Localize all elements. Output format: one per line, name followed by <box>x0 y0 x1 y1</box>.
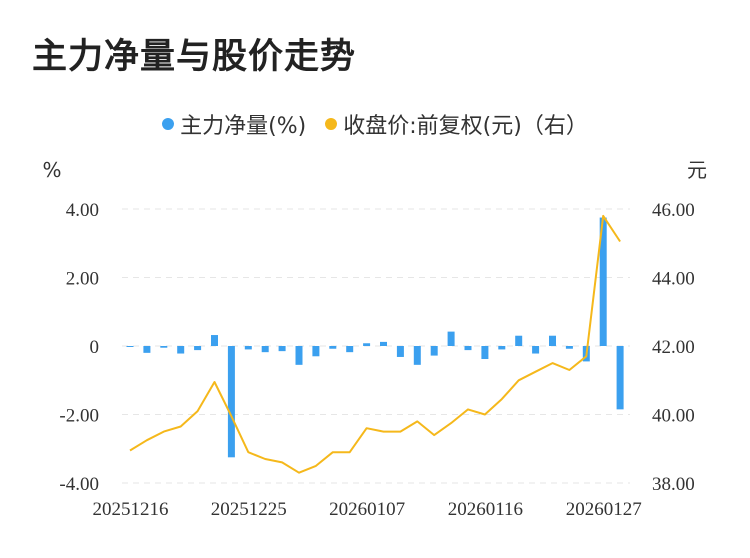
bar <box>227 346 235 458</box>
x-axis-ticks: 20251216 20251225 20260107 20260116 20260127 <box>93 499 642 520</box>
x-tick-label: 20251225 <box>211 499 287 520</box>
bar <box>413 346 421 365</box>
legend: 主力净量(%) 收盘价:前复权(元)（右） <box>0 108 750 140</box>
bar <box>565 346 573 349</box>
bar <box>464 346 472 351</box>
right-tick-label: 38.00 <box>652 474 695 495</box>
legend-item-net-volume[interactable]: 主力净量(%) <box>162 108 306 140</box>
bar <box>126 346 134 347</box>
x-tick-label: 20260107 <box>329 499 405 520</box>
x-tick-label: 20260127 <box>566 499 642 520</box>
bar <box>481 346 489 360</box>
bar <box>211 335 218 346</box>
left-tick-label: -4.00 <box>59 474 99 495</box>
bar <box>346 346 354 353</box>
x-tick-label: 20260116 <box>448 499 523 520</box>
bar <box>295 346 303 365</box>
gridlines <box>122 208 630 484</box>
bar <box>160 346 168 348</box>
bar <box>498 346 506 350</box>
bar <box>616 346 624 410</box>
bar <box>380 341 387 346</box>
bar <box>194 346 202 351</box>
x-tick-label: 20251216 <box>93 499 169 520</box>
left-axis-ticks: 4.00 2.00 0 -2.00 -4.00 <box>59 200 99 495</box>
right-tick-label: 44.00 <box>652 269 695 290</box>
legend-label-net-volume: 主力净量(%) <box>180 114 307 139</box>
bar <box>329 346 337 349</box>
bar <box>312 346 320 357</box>
chart-title: 主力净量与股价走势 <box>32 37 357 77</box>
close-price-line <box>129 214 621 474</box>
bar <box>515 335 523 346</box>
bar <box>244 346 252 350</box>
net-volume-bars <box>126 217 624 458</box>
close-price-line-group <box>129 214 621 474</box>
left-axis-unit: % <box>42 158 61 182</box>
bar <box>447 331 455 346</box>
legend-item-close-price[interactable]: 收盘价:前复权(元)（右） <box>325 108 588 140</box>
left-tick-label: 0 <box>90 337 100 358</box>
bar <box>261 346 269 353</box>
bar <box>143 346 151 353</box>
bar <box>363 343 371 346</box>
bar <box>532 346 540 354</box>
bar <box>549 335 556 346</box>
bar <box>177 346 185 354</box>
right-tick-label: 42.00 <box>652 337 695 358</box>
bar <box>599 217 607 346</box>
left-tick-label: 4.00 <box>66 200 99 221</box>
right-axis-unit: 元 <box>687 158 707 182</box>
bar <box>278 346 286 352</box>
left-tick-label: 2.00 <box>66 269 99 290</box>
bar <box>430 346 438 356</box>
legend-dot-close-price-icon <box>325 118 338 130</box>
right-tick-label: 46.00 <box>652 200 695 221</box>
left-tick-label: -2.00 <box>59 406 99 427</box>
legend-label-close-price: 收盘价:前复权(元)（右） <box>343 114 588 139</box>
legend-dot-net-volume-icon <box>162 118 175 130</box>
right-axis-ticks: 46.00 44.00 42.00 40.00 38.00 <box>652 200 695 495</box>
bar <box>396 346 404 357</box>
right-tick-label: 40.00 <box>652 406 695 427</box>
